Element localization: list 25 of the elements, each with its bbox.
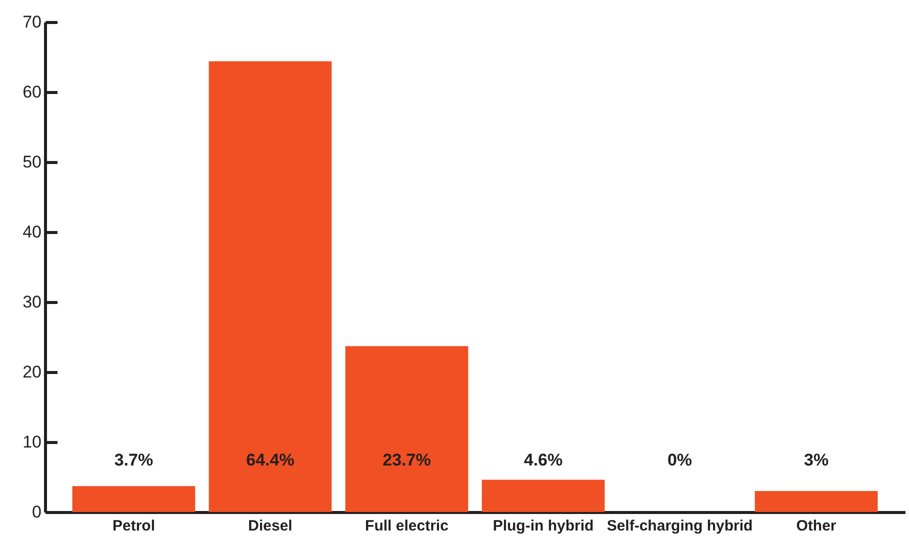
bar [72,486,196,512]
x-tick-label: Self-charging hybrid [606,518,753,534]
data-label: 64.4% [246,450,294,470]
x-tick-label: Plug-in hybrid [492,518,594,534]
y-tick-label: 20 [22,362,42,382]
y-tick-label: 50 [22,152,42,172]
x-tick-label: Full electric [365,518,448,534]
y-tick-label: 0 [32,502,42,522]
y-tick-label: 60 [22,82,42,102]
y-tick-label: 10 [22,432,42,452]
data-label: 4.6% [524,450,563,470]
data-label: 23.7% [382,450,431,470]
bar [482,480,605,512]
y-tick-label: 70 [22,12,42,32]
x-tick-label: Diesel [248,518,292,534]
data-label: 3.7% [114,450,154,470]
x-tick-label: Petrol [112,518,155,534]
bar [208,61,332,512]
x-tick-label: Other [796,518,836,534]
data-label: 0% [667,450,692,470]
y-tick-label: 30 [22,292,42,312]
y-tick-label: 40 [22,222,42,242]
bar [345,346,468,512]
bar [754,491,878,512]
data-label: 3% [804,450,829,470]
